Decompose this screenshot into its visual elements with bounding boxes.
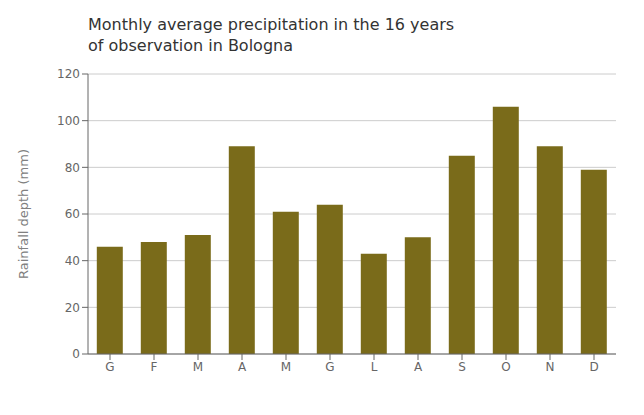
svg-text:60: 60 xyxy=(65,207,80,221)
svg-text:F: F xyxy=(151,360,158,374)
svg-text:0: 0 xyxy=(72,347,80,361)
html-text:Monthly average precipitation: Monthly average precipitation in the 16 … xyxy=(88,15,455,34)
svg-text:20: 20 xyxy=(65,301,80,315)
svg-text:S: S xyxy=(458,360,466,374)
svg-text:N: N xyxy=(546,360,555,374)
svg-text:80: 80 xyxy=(65,161,80,175)
svg-text:40: 40 xyxy=(65,254,80,268)
svg-text:100: 100 xyxy=(57,114,80,128)
svg-text:M: M xyxy=(193,360,203,374)
svg-text:O: O xyxy=(501,360,510,374)
svg-text:Rainfall depth (mm): Rainfall depth (mm) xyxy=(16,149,31,279)
svg-text:G: G xyxy=(325,360,334,374)
html-text:of observation in Bologna: of observation in Bologna xyxy=(88,36,293,55)
svg-text:A: A xyxy=(238,360,247,374)
svg-text:D: D xyxy=(589,360,598,374)
svg-text:A: A xyxy=(414,360,423,374)
svg-text:M: M xyxy=(281,360,291,374)
svg-text:L: L xyxy=(371,360,378,374)
svg-text:120: 120 xyxy=(57,67,80,81)
svg-text:G: G xyxy=(105,360,114,374)
